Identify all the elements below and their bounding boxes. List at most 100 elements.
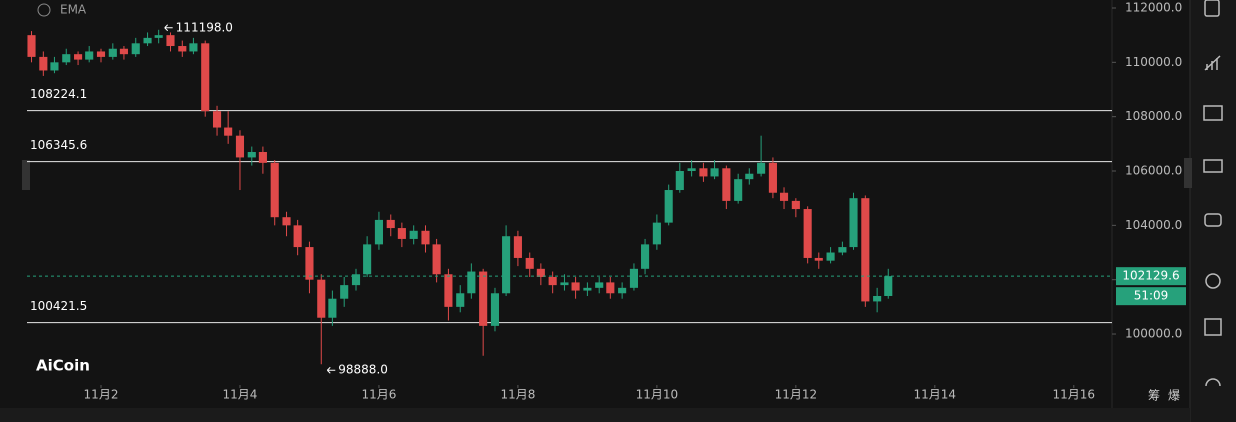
candle-body [757,162,766,174]
candle-body [513,236,522,258]
candle-body [374,219,383,245]
candle-body [189,43,198,52]
sidebar [1190,0,1236,422]
icon[interactable] [1203,105,1223,121]
candle-body [305,247,314,280]
candle-body [74,54,83,60]
x-tick-label: 11月8 [500,388,535,402]
icon[interactable] [1204,0,1220,17]
sidebar-icons[interactable] [1203,0,1223,387]
collapse-tab[interactable] [1184,158,1192,188]
y-tick-label: 100000.0 [1125,327,1182,341]
candle-body [791,200,800,210]
candle-body [502,236,511,294]
candle-body [328,298,337,318]
y-tick-label: 106000.0 [1125,164,1182,178]
horizontal-line-label: 108224.1 [30,87,87,101]
candle-body [536,268,545,277]
x-tick-label: 11月16 [1053,388,1096,402]
candle-body [849,198,858,248]
icon[interactable] [1205,378,1221,387]
countdown-box [1116,287,1186,306]
candle-body [201,43,210,112]
candle-body [258,151,267,163]
candle-body [652,222,661,245]
icon[interactable] [1204,318,1222,336]
candle-body [270,162,279,218]
logo: AiCoin [36,357,90,375]
candle-body [664,190,673,223]
candle-body [571,282,580,291]
x-tick-label: 11月4 [223,388,258,402]
icon[interactable] [1204,213,1222,227]
candle-body [629,268,639,288]
candle-body [560,282,569,286]
candle-body [62,54,71,63]
candle-body [235,135,245,158]
candle-body [675,171,684,191]
candle-body [734,179,743,201]
candle-body [583,287,592,291]
candle-body [618,287,627,294]
candle-body [768,162,777,193]
candle-body [119,48,128,55]
candle-body [814,257,823,261]
candle-body [143,37,152,44]
candle-body [212,111,222,128]
candle-body [456,293,465,307]
collapse-tab[interactable] [22,160,30,190]
candle-body [154,35,163,38]
x-tick-label: 11月10 [636,388,679,402]
candle-body [39,56,48,71]
candle-body [641,244,650,269]
countdown-label: 51:09 [1134,289,1169,303]
icon[interactable] [1204,55,1221,71]
candle-body [873,295,882,302]
indicator-label[interactable]: EMA [60,3,87,17]
candle-body [826,252,835,261]
candle-body [687,168,696,172]
candle-body [421,230,430,245]
y-tick-label: 104000.0 [1125,218,1182,232]
y-tick-label: 112000.0 [1125,0,1182,14]
candle-body [525,257,534,269]
candle-body [710,168,719,177]
candle-body [745,173,754,180]
bottom-bar [0,408,1190,422]
candle-body [27,35,36,57]
candle-body [166,35,175,47]
candle-body [397,228,406,239]
candle-body [838,247,847,253]
candle-body [548,276,557,286]
candle-body [699,168,708,177]
icon[interactable] [1205,273,1221,289]
horizontal-line-label: 106345.6 [30,138,87,152]
candle-body [282,217,291,226]
x-tick-label: 11月6 [361,388,396,402]
last-price-label: 102129.6 [1122,269,1179,283]
candle-body [340,285,349,299]
annotation-arrow [326,366,336,374]
candle-body [131,43,140,55]
side-label[interactable]: 爆 [1168,389,1180,403]
candle-body [595,282,604,288]
x-tick-label: 11月12 [775,388,818,402]
candle-body [386,219,395,229]
candle-body [861,198,870,302]
y-tick-label: 110000.0 [1125,55,1182,69]
y-tick-label: 108000.0 [1125,109,1182,123]
candle-body [606,282,615,294]
candle-body [317,279,326,318]
candle-body [803,209,812,258]
candle-body [444,274,453,307]
candle-body [178,46,187,52]
icon[interactable] [1203,159,1223,173]
candle-body [224,127,233,136]
annotation-arrow [164,24,173,32]
candle-body [884,276,893,296]
toolbar-icon[interactable] [37,3,51,17]
candle-body [96,51,106,57]
side-label[interactable]: 筹 [1148,389,1160,403]
candle-body [409,230,418,239]
